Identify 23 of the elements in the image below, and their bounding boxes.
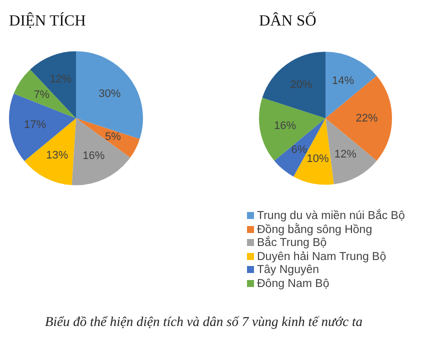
legend-label: Bắc Trung Bộ [256, 237, 328, 250]
data-label: 14% [332, 75, 354, 88]
data-label: 13% [46, 149, 68, 162]
data-label: 16% [274, 120, 296, 132]
legend-label: Đồng bằng sông Hồng [256, 224, 374, 236]
data-label: 16% [82, 150, 105, 162]
chart-title: DÂN SỐ [259, 11, 316, 30]
legend-label: Tây Nguyên [256, 264, 320, 278]
data-label: 7% [34, 88, 50, 101]
data-label: 30% [98, 88, 121, 100]
data-label: 20% [290, 78, 312, 91]
legend-label: Duyên hải Nam Trung Bộ [256, 250, 388, 264]
data-label: 17% [24, 118, 46, 131]
legend-label: Trung du và miền núi Bắc Bộ [256, 210, 405, 223]
chart-title: DIỆN TÍCH [9, 11, 86, 30]
legend-label: Đông Nam Bộ [256, 278, 330, 291]
data-label: 12% [334, 148, 357, 160]
data-label: 6% [291, 144, 308, 156]
data-label: 5% [105, 131, 122, 144]
data-label: 22% [356, 112, 378, 124]
data-label: 10% [306, 152, 329, 165]
data-label: 12% [50, 74, 72, 86]
text: Biểu đồ thể hiện diện tích và dân số 7 vùng kinh tế nước ta [45, 314, 364, 330]
